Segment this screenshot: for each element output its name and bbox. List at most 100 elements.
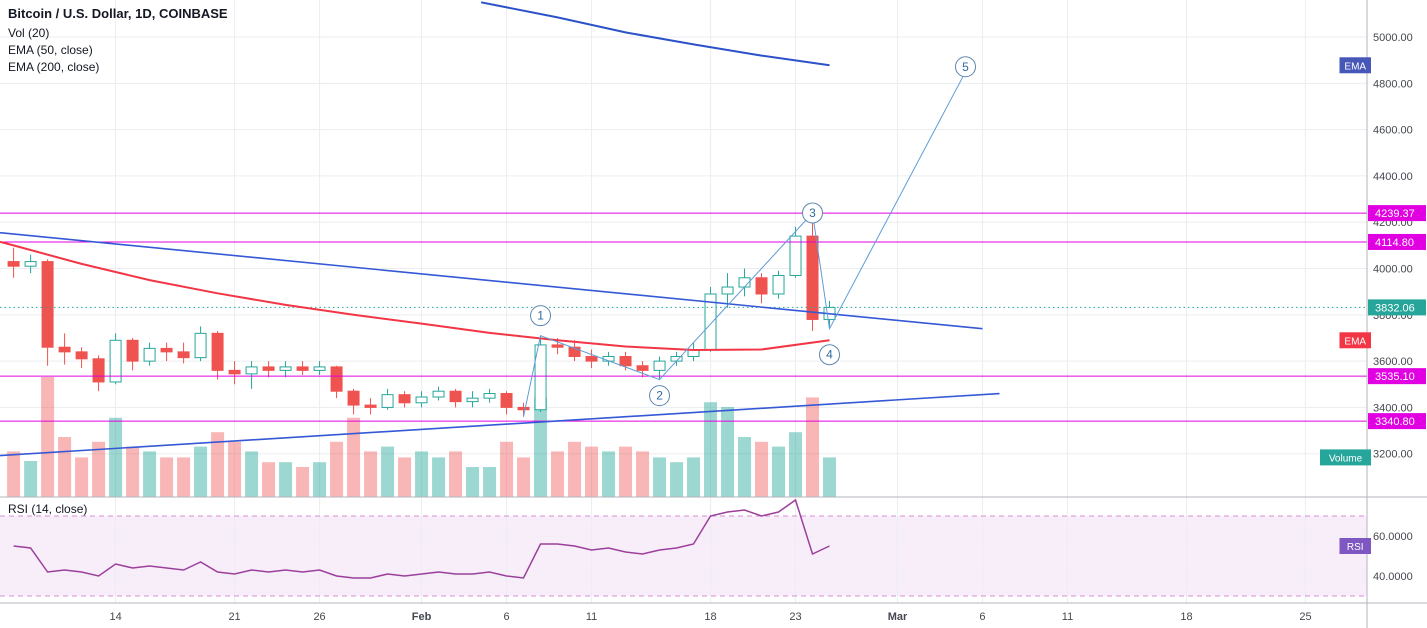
candle-body (313, 366, 326, 371)
elliott-wave-number: 1 (537, 309, 544, 323)
volume-bar (500, 441, 514, 497)
price-tick-label: 3600.00 (1373, 356, 1413, 368)
volume-badge-bg (1320, 449, 1371, 466)
time-tick-label: 6 (503, 611, 509, 623)
rsi-badge-bg (1339, 538, 1371, 554)
candle-body (466, 397, 479, 403)
volume-bar (772, 446, 786, 497)
volume-bar (364, 451, 378, 497)
candle-body (211, 332, 224, 371)
legend-volume-indicator[interactable]: Vol (20) (8, 26, 50, 40)
time-axis[interactable] (0, 603, 1427, 628)
candle-body (109, 339, 122, 383)
candle-body (432, 390, 445, 398)
trendline[interactable] (0, 392, 1000, 457)
volume-bar (126, 446, 140, 497)
candle-body (41, 261, 54, 348)
time-tick-label: 14 (109, 611, 121, 623)
time-tick-label: 18 (704, 611, 716, 623)
rsi-tick-label: 60.0000 (1373, 531, 1413, 543)
candle-body (194, 332, 207, 359)
candle-body (228, 369, 241, 375)
volume-badge: Volume (1320, 449, 1371, 466)
volume-bar (534, 397, 548, 497)
rsi-tick-label: 40.0000 (1373, 571, 1413, 583)
volume-bar (398, 457, 412, 497)
elliott-wave-number: 3 (809, 206, 816, 220)
price-tick-label: 4000.00 (1373, 264, 1413, 276)
legend-ema200-indicator[interactable]: EMA (200, close) (8, 60, 100, 74)
candle-body (534, 344, 547, 411)
ema50-badge-bg (1339, 332, 1371, 349)
volume-badge-text: Volume (1329, 453, 1363, 464)
volume-bar (806, 397, 820, 497)
price-tick-label: 3400.00 (1373, 402, 1413, 414)
candle-body (517, 406, 530, 411)
candle-body (806, 235, 819, 320)
candle-body (415, 396, 428, 404)
grid (0, 0, 1367, 603)
elliott-wave-number: 5 (962, 60, 969, 74)
candle-body (721, 286, 734, 295)
elliott-wave-marker[interactable] (649, 385, 671, 407)
ema200-badge-text: EMA (1344, 61, 1366, 72)
volume-bar (823, 457, 837, 497)
ema50-line (0, 240, 830, 352)
time-tick-label: 23 (789, 611, 801, 623)
current-price-label[interactable]: 3832.06 (1368, 299, 1426, 316)
ema50-badge-text: EMA (1344, 336, 1366, 347)
price-level-label[interactable]: 3535.10 (1368, 368, 1426, 385)
price-level-label-text: 3535.10 (1375, 371, 1415, 383)
candle-body (262, 366, 275, 371)
price-tick-label: 4400.00 (1373, 171, 1413, 183)
elliott-wave-line[interactable] (523, 71, 966, 417)
volume-bar (551, 451, 565, 497)
volume-bar (211, 432, 225, 497)
time-tick-label: 11 (1062, 611, 1073, 623)
elliott-wave-marker[interactable] (819, 344, 841, 366)
volume-bar (585, 446, 599, 497)
price-level-label[interactable]: 3340.80 (1368, 413, 1426, 430)
symbol-title[interactable]: Bitcoin / U.S. Dollar, 1D, COINBASE (8, 6, 228, 21)
time-tick-label: 18 (1180, 611, 1192, 623)
time-tick-label: 6 (979, 611, 985, 623)
rsi-indicator-label[interactable]: RSI (14, close) (8, 502, 88, 516)
volume-bar (41, 377, 55, 497)
price-level-label[interactable]: 4114.80 (1368, 233, 1426, 250)
price-level-label[interactable]: 4239.37 (1368, 205, 1426, 222)
candle-body (58, 346, 71, 353)
volume-bar (415, 451, 429, 497)
rsi-line (13, 498, 830, 579)
elliott-wave-marker[interactable] (530, 305, 552, 327)
volume-bar (466, 467, 480, 497)
price-level-label-text: 4114.80 (1375, 237, 1414, 249)
volume-bar (262, 462, 276, 497)
ema200-line (480, 1, 830, 67)
volume-bar (755, 441, 769, 497)
trendline[interactable] (0, 231, 983, 330)
candle-body (568, 346, 581, 357)
legend-ema50-indicator[interactable]: EMA (50, close) (8, 43, 93, 57)
candle-body (75, 351, 88, 360)
current-price-label-text: 3832.06 (1375, 302, 1415, 314)
candle-body (364, 404, 377, 408)
volume-bar (228, 441, 242, 497)
candle-body (551, 344, 564, 348)
volume-bar (619, 446, 633, 497)
time-tick-label: Feb (412, 611, 432, 623)
volume-bar (568, 441, 582, 497)
legend: Bitcoin / U.S. Dollar, 1D, COINBASE Vol … (8, 6, 228, 76)
volume-bar (296, 467, 310, 497)
elliott-wave-marker[interactable] (802, 202, 824, 224)
candle-body (619, 355, 632, 367)
time-tick-label: 26 (313, 611, 325, 623)
volume-bar (721, 407, 735, 497)
candle-body (483, 393, 496, 399)
candle-body (160, 347, 173, 353)
elliott-wave-marker[interactable] (955, 56, 977, 78)
volume-bar (653, 457, 667, 497)
elliott-wave-number: 4 (826, 348, 833, 362)
volume-bar (449, 451, 463, 497)
volume-bar (279, 462, 293, 497)
